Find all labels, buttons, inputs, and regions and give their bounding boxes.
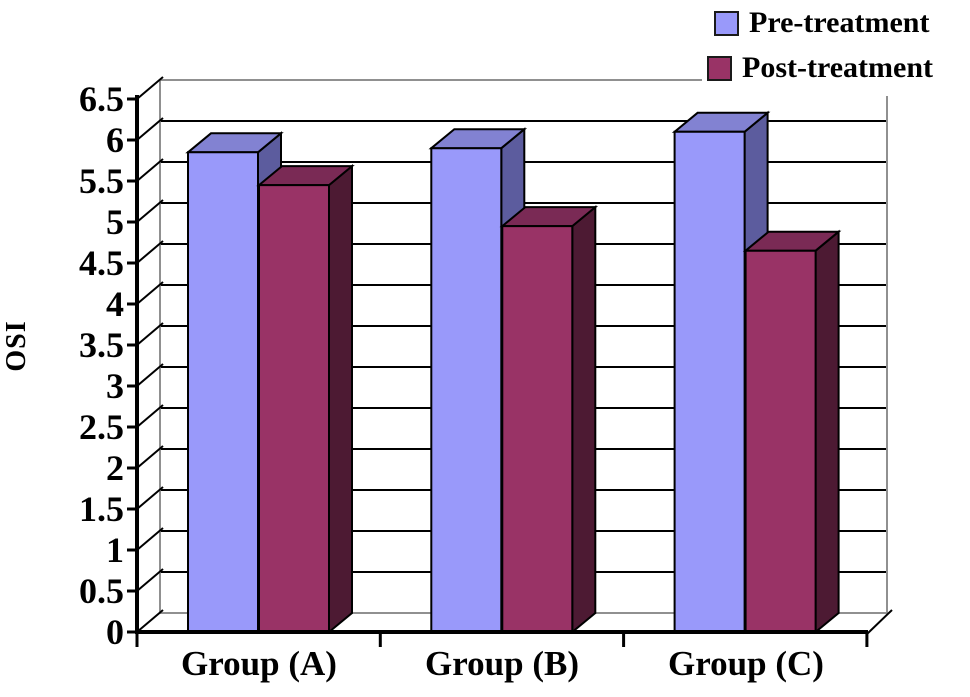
bar-side-face bbox=[571, 204, 597, 635]
chart-legend: Pre-treatment Post-treatment bbox=[702, 0, 970, 96]
y-axis-tick-label: 4.5 bbox=[79, 243, 124, 283]
depth-hatch bbox=[136, 568, 164, 592]
bar-side-face bbox=[814, 229, 840, 635]
bar-post-treatment-1 bbox=[256, 163, 355, 635]
bar-front-face bbox=[187, 151, 259, 633]
depth-hatch bbox=[136, 117, 164, 141]
legend-item-post-treatment: Post-treatment bbox=[707, 51, 970, 85]
x-category-label-group-c: Group (C) bbox=[668, 644, 824, 683]
depth-hatch bbox=[866, 609, 893, 635]
x-category-label-group-b: Group (B) bbox=[425, 644, 579, 683]
depth-hatch bbox=[136, 281, 164, 305]
y-axis-tick-label: 0.5 bbox=[79, 571, 124, 611]
y-axis-tick-label: 5.5 bbox=[79, 161, 124, 201]
bar-post-treatment-3 bbox=[742, 229, 842, 635]
y-axis-title: OSI bbox=[1, 320, 32, 372]
depth-hatch bbox=[136, 363, 164, 387]
legend-swatch-pre-treatment-icon bbox=[714, 10, 739, 36]
depth-hatch bbox=[136, 527, 164, 551]
y-axis-tick-label: 3 bbox=[106, 366, 124, 406]
bar-front-face bbox=[744, 249, 817, 633]
depth-hatch bbox=[136, 609, 164, 633]
legend-label-post-treatment: Post-treatment bbox=[742, 51, 934, 84]
depth-hatch bbox=[136, 240, 164, 264]
bar-front-face bbox=[430, 147, 503, 633]
legend-label-pre-treatment: Pre-treatment bbox=[749, 6, 930, 39]
y-axis-tick-label: 0 bbox=[106, 612, 124, 652]
bar-side-face bbox=[328, 163, 353, 635]
y-axis-tick-label: 2.5 bbox=[79, 407, 124, 447]
y-axis-tick-label: 1 bbox=[106, 530, 124, 570]
y-axis-tick-label: 5 bbox=[106, 202, 124, 242]
depth-hatch bbox=[136, 404, 164, 428]
legend-item-pre-treatment: Pre-treatment bbox=[714, 6, 970, 40]
depth-hatch bbox=[136, 445, 164, 469]
bar-front-face bbox=[258, 184, 330, 633]
y-axis-tick-label: 3.5 bbox=[79, 325, 124, 365]
bar-front-face bbox=[501, 225, 574, 633]
y-axis-tick-label: 6.5 bbox=[79, 79, 124, 119]
x-category-label-group-a: Group (A) bbox=[181, 644, 337, 683]
depth-hatch bbox=[136, 322, 164, 346]
bar-post-treatment-2 bbox=[499, 204, 599, 635]
y-axis-tick-label: 4 bbox=[106, 284, 124, 324]
y-axis-tick-label: 6 bbox=[106, 120, 124, 160]
depth-hatch bbox=[136, 199, 164, 223]
y-axis-tick-label: 1.5 bbox=[79, 489, 124, 529]
y-axis-tick-label: 2 bbox=[106, 448, 124, 488]
depth-hatch bbox=[136, 76, 164, 100]
legend-swatch-post-treatment-icon bbox=[707, 55, 732, 81]
bar-front-face bbox=[673, 130, 746, 633]
depth-hatch bbox=[136, 486, 164, 510]
depth-hatch bbox=[136, 158, 164, 182]
